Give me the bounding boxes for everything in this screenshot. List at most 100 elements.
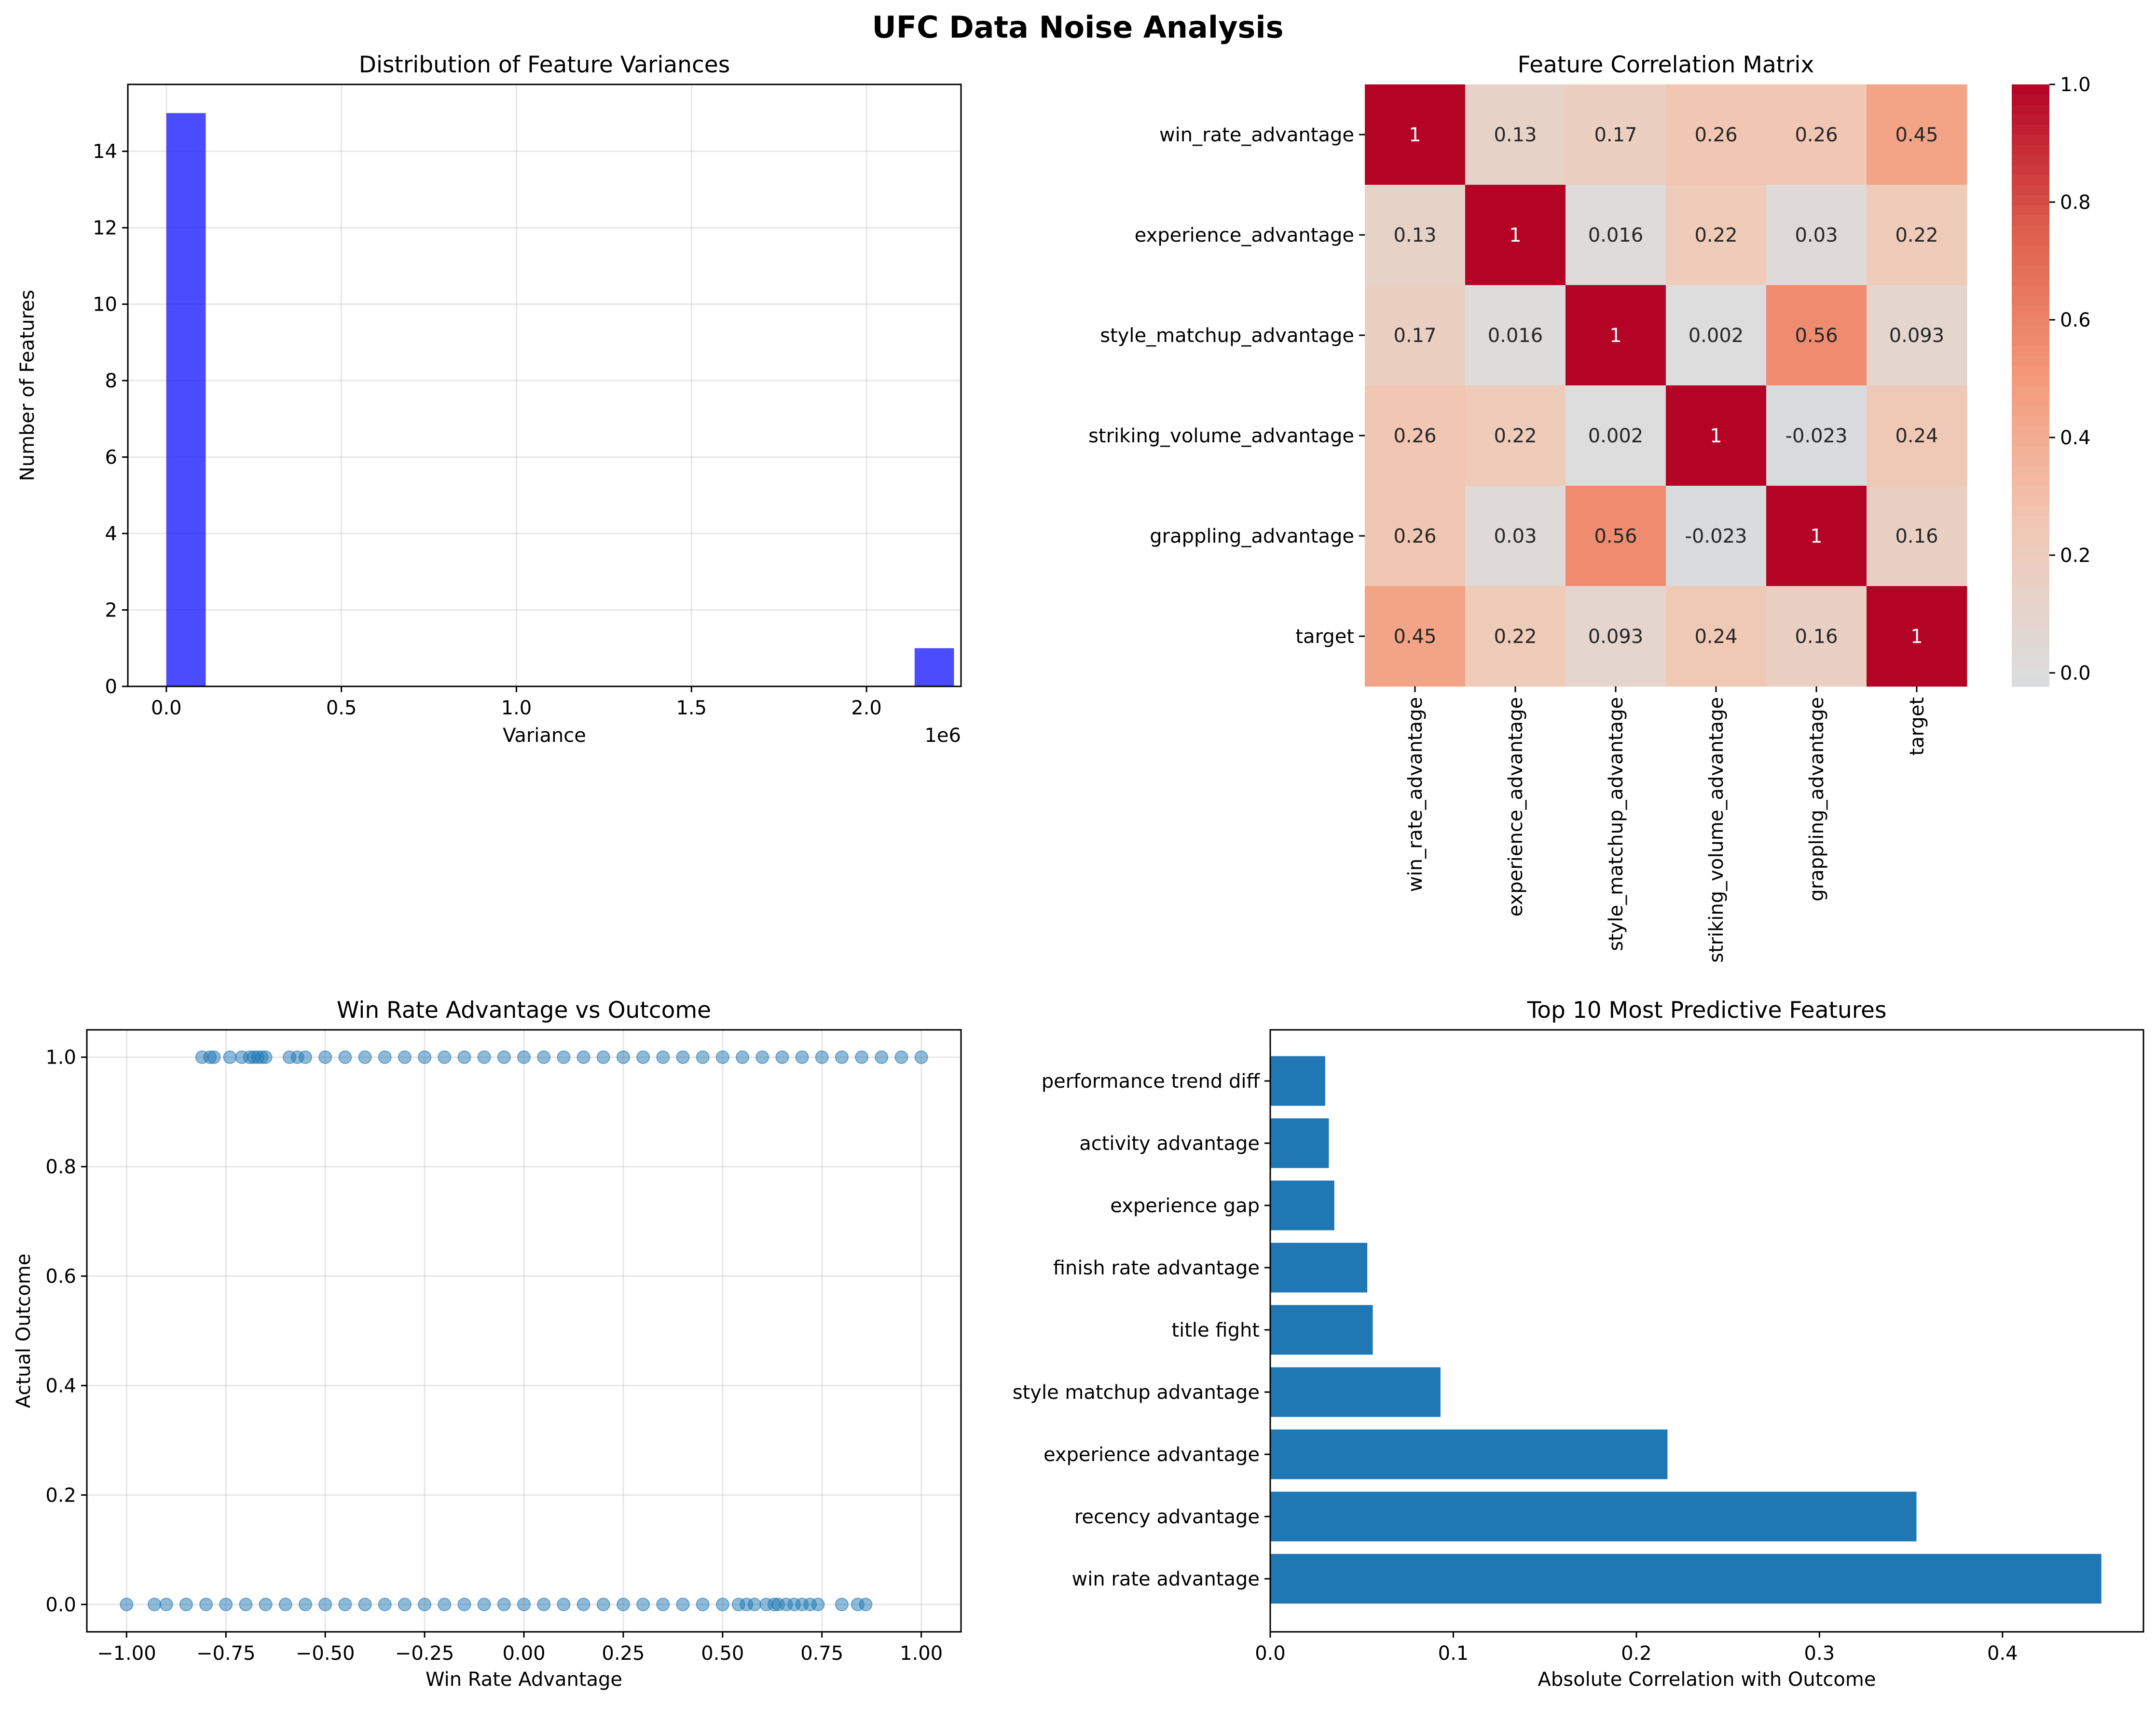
heatmap-cell xyxy=(1465,285,1566,386)
y-tick-label: 0.0 xyxy=(45,1594,76,1616)
colorbar-segment xyxy=(2012,616,2049,627)
scatter-point xyxy=(358,1050,372,1064)
x-tick-label: win_rate_advantage xyxy=(1404,697,1427,892)
x-tick-label: style_matchup_advantage xyxy=(1605,697,1627,951)
colorbar-segment xyxy=(2012,646,2049,657)
heatmap-cell xyxy=(1365,586,1466,687)
x-tick-label: −0.25 xyxy=(395,1642,454,1665)
figure-title: UFC Data Noise Analysis xyxy=(872,10,1283,45)
x-tick-label: 0.0 xyxy=(1255,1642,1286,1665)
scatter-point xyxy=(736,1050,749,1064)
x-tick-label: −0.75 xyxy=(196,1642,256,1665)
scatter-point xyxy=(715,1598,729,1612)
scatter-point xyxy=(477,1050,491,1064)
colorbar-segment xyxy=(2012,506,2049,517)
heatmap-cell xyxy=(1666,185,1767,286)
colorbar-segment xyxy=(2012,164,2049,175)
colorbar-segment xyxy=(2012,194,2049,205)
colorbar-segment xyxy=(2012,405,2049,416)
colorbar-segment xyxy=(2012,185,2049,195)
x-tick-label: 1.5 xyxy=(676,697,707,719)
colorbar-segment xyxy=(2012,436,2049,446)
scatter-point xyxy=(259,1598,273,1612)
colorbar-segment xyxy=(2012,124,2049,135)
heatmap-cell xyxy=(1867,285,1967,386)
scatter-point xyxy=(497,1598,511,1612)
x-tick-label: 0.25 xyxy=(602,1642,645,1665)
x-tick-label: 0.5 xyxy=(326,697,357,719)
feature-bar xyxy=(1270,1305,1373,1355)
chart-title: Distribution of Feature Variances xyxy=(359,52,730,78)
scatter-point xyxy=(223,1050,237,1064)
colorbar-tick-label: 0.8 xyxy=(2060,191,2091,214)
cell-annotation: 0.13 xyxy=(1393,224,1436,246)
colorbar-segment xyxy=(2012,546,2049,557)
heatmap-cell xyxy=(1766,185,1867,286)
y-tick-label: 0.4 xyxy=(45,1375,76,1397)
heatmap-cell xyxy=(1465,385,1566,486)
cell-annotation: 0.17 xyxy=(1594,124,1637,146)
heatmap-cell xyxy=(1365,84,1466,185)
colorbar-segment xyxy=(2012,365,2049,376)
chart-title: Win Rate Advantage vs Outcome xyxy=(337,997,711,1024)
colorbar-segment xyxy=(2012,114,2049,125)
cell-annotation: 0.26 xyxy=(1393,525,1436,547)
scatter-point xyxy=(676,1050,690,1064)
heatmap-cell xyxy=(1666,385,1767,486)
x-tick-label: −0.50 xyxy=(296,1642,355,1665)
y-tick-label: experience advantage xyxy=(1044,1444,1260,1466)
scatter-point xyxy=(835,1598,849,1612)
scatter-point xyxy=(318,1050,332,1064)
heatmap-cell xyxy=(1566,185,1666,286)
chart-title: Top 10 Most Predictive Features xyxy=(1527,997,1887,1024)
colorbar-segment xyxy=(2012,516,2049,526)
x-axis-label: Win Rate Advantage xyxy=(426,1668,622,1691)
scatter-point xyxy=(815,1050,829,1064)
scatter-point xyxy=(636,1050,650,1064)
scatter-point xyxy=(219,1598,233,1612)
x-tick-label: striking_volume_advantage xyxy=(1705,697,1728,963)
x-tick-label: 2.0 xyxy=(851,697,882,719)
colorbar-tick-label: 0.2 xyxy=(2060,545,2091,567)
y-tick-label: win_rate_advantage xyxy=(1159,124,1354,146)
colorbar-segment xyxy=(2012,255,2049,266)
y-tick-label: style_matchup_advantage xyxy=(1100,325,1354,347)
heatmap-cell xyxy=(1666,586,1767,687)
scatter-point xyxy=(358,1598,372,1612)
heatmap-cell xyxy=(1867,84,1967,185)
cell-annotation: 0.016 xyxy=(1588,224,1644,246)
scatter-point xyxy=(207,1050,221,1064)
colorbar-segment xyxy=(2012,596,2049,607)
scatter-point xyxy=(438,1050,452,1064)
scatter-point xyxy=(517,1050,531,1064)
scatter-point xyxy=(755,1050,769,1064)
scatter-point xyxy=(199,1598,213,1612)
scatter-point xyxy=(477,1598,491,1612)
heatmap-cell xyxy=(1365,486,1466,587)
cell-annotation: 0.22 xyxy=(1494,626,1537,648)
y-tick-label: 0.2 xyxy=(45,1484,76,1506)
colorbar-segment xyxy=(2012,345,2049,356)
heatmap-cell xyxy=(1566,285,1666,386)
colorbar-segment xyxy=(2012,666,2049,677)
heatmap-cell xyxy=(1867,185,1967,286)
colorbar-tick-label: 0.0 xyxy=(2060,662,2091,684)
scatter-point xyxy=(715,1050,729,1064)
scatter-point xyxy=(457,1598,471,1612)
correlation-heatmap-panel: 1 0.13 0.17 0.26 0.26 0.45 0.13 1 0.016 0.22 0.03 0… xyxy=(1088,52,2091,963)
scatter-point xyxy=(577,1598,590,1612)
colorbar-segment xyxy=(2012,245,2049,256)
colorbar-segment xyxy=(2012,154,2049,165)
heatmap-cell xyxy=(1766,385,1867,486)
scatter-point xyxy=(914,1050,928,1064)
axes-frame xyxy=(127,83,962,687)
y-tick-label: 1.0 xyxy=(45,1047,76,1069)
x-tick-label: 0.75 xyxy=(800,1642,843,1665)
scatter-point xyxy=(159,1598,173,1612)
y-tick-label: striking_volume_advantage xyxy=(1088,425,1354,447)
feature-bar xyxy=(1270,1491,1917,1542)
heatmap-cell xyxy=(1666,486,1767,587)
colorbar-segment xyxy=(2012,285,2049,296)
heatmap-cell xyxy=(1867,586,1967,687)
heatmap-cell xyxy=(1766,285,1867,386)
